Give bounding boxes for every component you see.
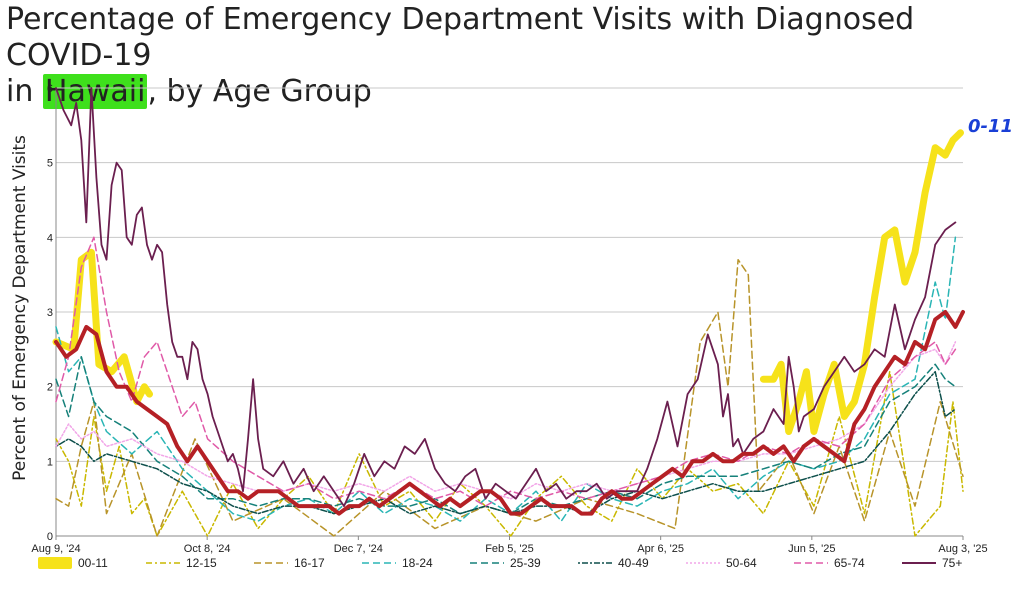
axes: 0 1 2 3 4 5 6 Aug 9, '24 Oct 8, '24 Dec 7, '24 Feb…: [31, 83, 987, 555]
series-line-40-49: [55, 370, 957, 515]
series-lines: [52, 87, 965, 537]
series-line-00-11: [52, 248, 153, 406]
legend-item: 75+: [902, 556, 962, 570]
series-line-16-17: [55, 258, 964, 537]
series-line-00-11-late: [759, 129, 964, 435]
x-tick-label: Feb 5, '25: [485, 543, 534, 555]
title-suffix: , by Age Group: [147, 74, 372, 109]
legend-label: 50-64: [726, 556, 757, 570]
title-prefix: in: [6, 74, 43, 109]
legend-label: 65-74: [834, 556, 865, 570]
y-tick-label: 0: [47, 531, 53, 543]
legend: 00-11 12-15 16-17 18-24 25-39 40-49 50-64 65-74…: [38, 556, 962, 570]
y-tick-label: 5: [47, 158, 53, 170]
y-tick-label: 3: [47, 307, 53, 319]
legend-item: 50-64: [686, 556, 757, 570]
x-tick-label: Oct 8, '24: [184, 543, 231, 555]
series-line-75-: [55, 87, 957, 507]
x-tick-label: Dec 7, '24: [334, 543, 383, 555]
x-tick-label: Apr 6, '25: [637, 543, 684, 555]
legend-item: 18-24: [362, 556, 433, 570]
legend-item: 00-11: [38, 556, 108, 570]
x-tick-label: Aug 3, '25: [938, 543, 987, 555]
legend-label: 12-15: [186, 556, 217, 570]
series-line-65-74: [55, 236, 957, 507]
y-tick-label: 1: [47, 456, 53, 468]
legend-item: 12-15: [146, 556, 217, 570]
x-tick-label: Jun 5, '25: [788, 543, 835, 555]
y-tick-label: 4: [47, 232, 53, 244]
legend-label: 16-17: [294, 556, 325, 570]
chart-title: Percentage of Emergency Department Visit…: [6, 2, 1021, 110]
title-line-1: Percentage of Emergency Department Visit…: [6, 2, 915, 73]
legend-item: 65-74: [794, 556, 865, 570]
legend-label: 25-39: [510, 556, 541, 570]
y-axis-label: Percent of Emergency Department Visits: [10, 135, 30, 481]
legend-item: 16-17: [254, 556, 325, 570]
legend-label: 40-49: [618, 556, 649, 570]
x-tick-label: Aug 9, '24: [31, 543, 80, 555]
gridlines: [56, 87, 963, 537]
legend-label: 75+: [942, 556, 962, 570]
legend-item: 25-39: [470, 556, 541, 570]
annotation-0-11: 0-11: [968, 116, 1013, 137]
legend-item: 40-49: [578, 556, 649, 570]
legend-label: 00-11: [78, 556, 108, 570]
y-tick-label: 6: [47, 83, 53, 95]
y-tick-label: 2: [47, 382, 53, 394]
series-line-overall: [54, 310, 965, 516]
series-line-18-24: [55, 236, 957, 522]
legend-label: 18-24: [402, 556, 433, 570]
legend-swatch: [38, 557, 72, 569]
